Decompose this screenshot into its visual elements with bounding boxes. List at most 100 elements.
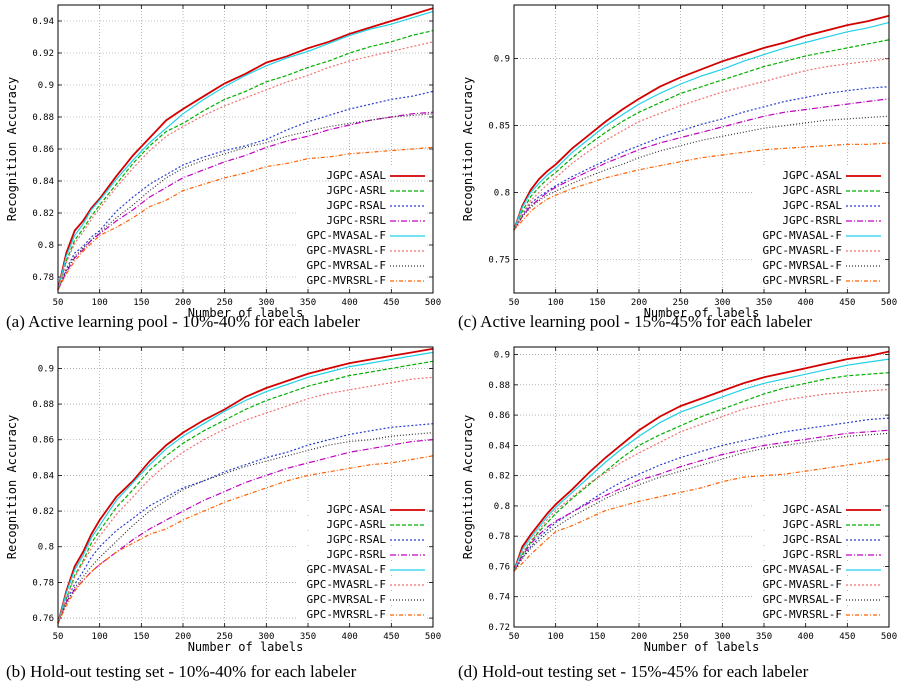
series-line-gpc-mvasrl-f [513,58,890,231]
x-tick-label: 250 [217,298,233,308]
legend-bg [298,272,426,285]
series-line-gpc-mvasal-f [57,351,434,624]
legend-label: GPC-MVASAL-F [763,563,842,576]
x-tick-label: 150 [589,632,605,642]
y-axis-label: Recognition Accuracy [5,415,19,560]
legend-bg [298,561,426,574]
legend-bg [754,182,882,195]
y-tick-label: 0.9 [494,55,510,65]
legend-bg [754,546,882,559]
legend-bg [298,576,426,589]
caption-a: (a) Active learning pool - 10%-40% for e… [6,312,361,331]
legend-label: GPC-MVASRL-F [307,578,386,591]
legend-bg [298,212,426,225]
series-line-gpc-mvasal-f [513,358,890,572]
y-tick-label: 0.85 [488,122,510,132]
x-tick-label: 50 [509,632,520,642]
series-line-jgpc-asrl [513,39,890,231]
legend-label: JGPC-RSAL [326,199,386,212]
series-line-jgpc-rsrl [513,429,890,572]
series-line-jgpc-rsrl [513,98,890,231]
y-tick-label: 0.9 [494,351,510,361]
series-line-jgpc-asrl [513,372,890,572]
series-line-gpc-mvrsrl-f [57,455,434,624]
y-tick-label: 0.82 [488,472,510,482]
x-tick-label: 500 [425,632,441,642]
y-tick-label: 0.74 [488,593,510,603]
legend-bg [754,516,882,529]
x-tick-label: 100 [92,298,108,308]
series-line-gpc-mvrsrl-f [513,142,890,231]
legend-label: JGPC-ASRL [782,184,842,197]
x-tick-label: 250 [673,632,689,642]
x-tick-label: 200 [631,632,647,642]
x-tick-label: 300 [714,632,730,642]
y-tick-label: 0.9 [38,364,54,374]
y-tick-label: 0.76 [488,562,510,572]
legend-label: GPC-MVRSRL-F [307,608,386,621]
x-tick-label: 300 [714,298,730,308]
x-tick-label: 100 [92,632,108,642]
series-line-gpc-mvasal-f [57,10,434,290]
x-tick-label: 200 [175,632,191,642]
caption-c: (c) Active learning pool - 15%-45% for e… [458,312,813,331]
legend-label: JGPC-RSRL [326,548,386,561]
legend-bg [298,242,426,255]
legend-bg [754,606,882,619]
legend-label: JGPC-RSRL [326,214,386,227]
y-tick-label: 0.72 [488,623,510,633]
legend-bg [298,546,426,559]
series-line-gpc-mvrsal-f [57,113,434,291]
x-tick-label: 450 [383,632,399,642]
legend-label: GPC-MVRSAL-F [307,259,386,272]
x-tick-label: 200 [631,298,647,308]
legend-label: GPC-MVASAL-F [763,229,842,242]
y-tick-label: 0.88 [32,400,54,410]
x-tick-label: 400 [798,298,814,308]
y-tick-label: 0.8 [494,189,510,199]
y-tick-label: 0.75 [488,256,510,266]
x-axis-label: Number of labels [644,306,760,320]
series-line-gpc-mvrsrl-f [57,146,434,291]
x-tick-label: 100 [548,632,564,642]
x-tick-label: 300 [258,632,274,642]
y-tick-label: 0.8 [38,241,54,251]
legend-label: JGPC-ASAL [326,503,386,516]
y-tick-label: 0.8 [494,502,510,512]
x-tick-label: 50 [509,298,520,308]
caption-d: (d) Hold-out testing set - 15%-45% for e… [458,662,809,681]
series-line-jgpc-asrl [57,360,434,624]
x-tick-label: 450 [839,298,855,308]
series-line-jgpc-rsal [513,86,890,231]
y-tick-label: 0.88 [32,113,54,123]
series-line-gpc-mvasrl-f [513,388,890,572]
x-axis-label: Number of labels [188,306,304,320]
x-tick-label: 500 [881,298,897,308]
legend-bg [754,561,882,574]
y-tick-label: 0.9 [38,81,54,91]
legend-label: JGPC-ASAL [326,169,386,182]
legend-label: JGPC-RSRL [782,214,842,227]
chart-a: 50 100 150 200 250 300 350 400 450 500 0.78 0.8 0.82… [5,4,441,320]
legend-bg [754,197,882,210]
legend-bg [754,212,882,225]
legend-label: JGPC-ASRL [326,184,386,197]
legend-label: GPC-MVRSAL-F [307,593,386,606]
legend-label: JGPC-ASRL [782,518,842,531]
y-tick-label: 0.94 [32,17,54,27]
series-line-jgpc-asal [57,347,434,624]
x-tick-label: 300 [258,298,274,308]
x-tick-label: 250 [217,632,233,642]
y-tick-label: 0.84 [488,441,510,451]
legend-label: JGPC-RSRL [782,548,842,561]
legend-bg [298,227,426,240]
legend-label: GPC-MVASAL-F [307,229,386,242]
x-tick-label: 100 [548,298,564,308]
y-tick-label: 0.86 [32,436,54,446]
series-line-jgpc-asal [513,14,890,231]
series-line-jgpc-rsrl [57,111,434,291]
legend-label: JGPC-RSAL [782,199,842,212]
legend-label: GPC-MVASRL-F [763,578,842,591]
legend-bg [754,227,882,240]
